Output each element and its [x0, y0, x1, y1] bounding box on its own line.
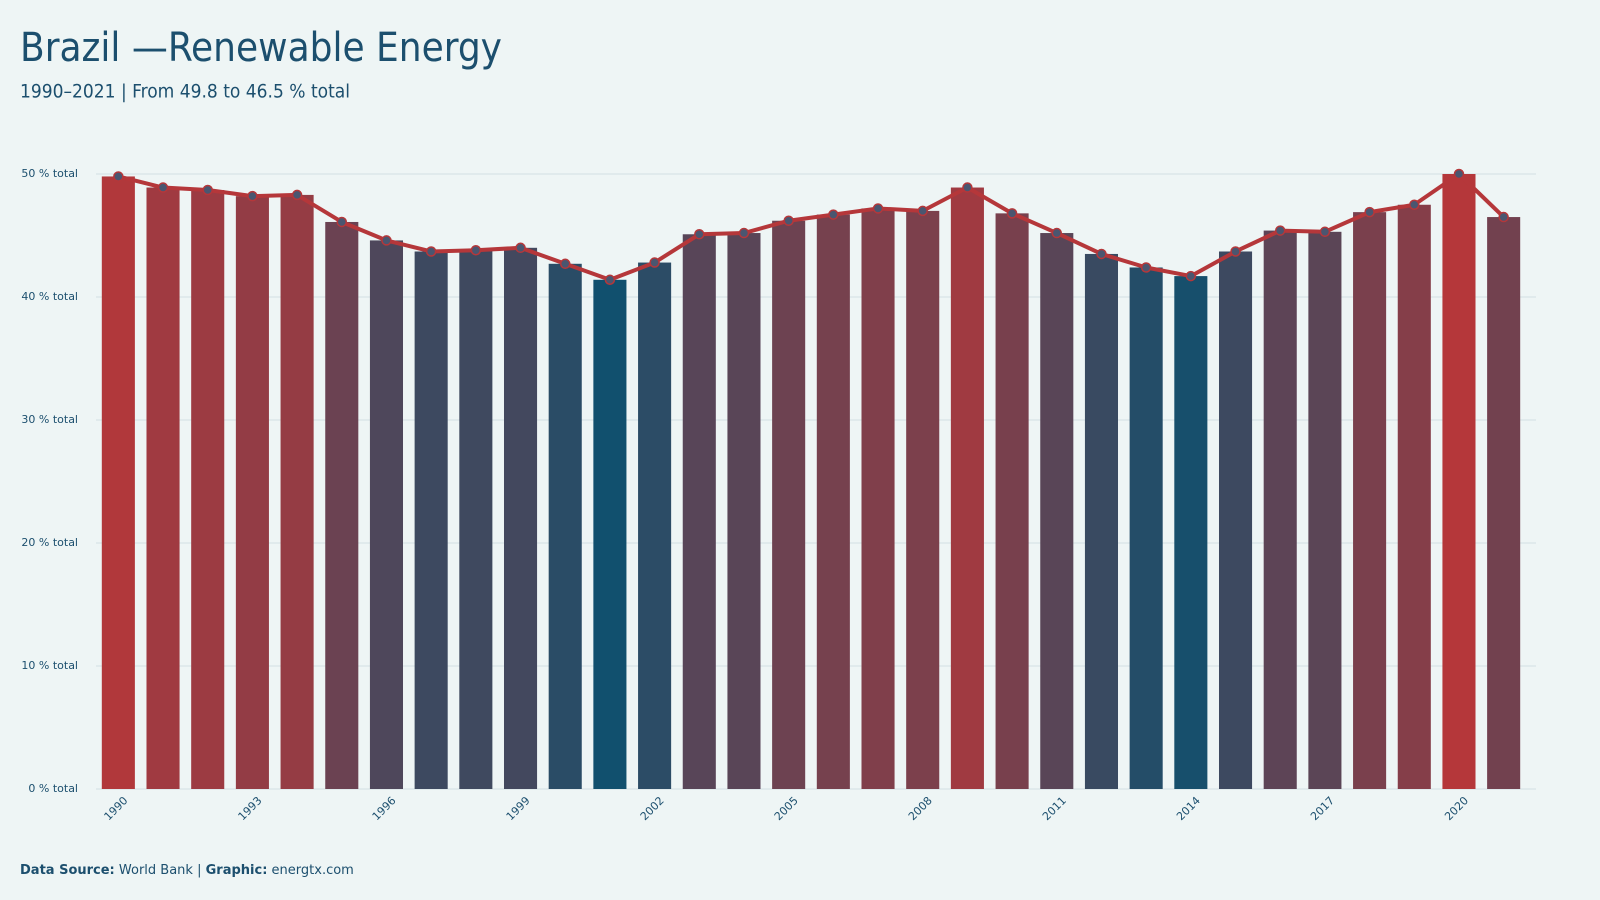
marker	[381, 235, 392, 246]
bar	[727, 233, 761, 790]
y-tick-label: 50 % total	[21, 167, 78, 180]
x-tick-label: 1996	[370, 794, 399, 823]
y-tick-label: 30 % total	[21, 413, 78, 426]
marker	[1230, 246, 1241, 257]
marker	[202, 184, 213, 196]
bar	[1308, 231, 1342, 789]
marker	[917, 205, 928, 217]
bar	[1442, 174, 1476, 789]
bar	[414, 251, 448, 790]
bar	[682, 234, 716, 789]
marker	[157, 182, 169, 193]
graphic-label: Graphic:	[206, 863, 268, 878]
marker	[559, 258, 571, 270]
bar	[1174, 276, 1208, 790]
bar	[548, 263, 582, 789]
bar	[950, 187, 984, 789]
marker	[1453, 168, 1465, 180]
bar	[593, 279, 627, 789]
x-tick-label: 2017	[1308, 794, 1337, 823]
x-tick-label: 1990	[101, 794, 130, 823]
marker	[1364, 206, 1375, 218]
bar	[906, 210, 940, 789]
bar	[1218, 251, 1253, 790]
marker	[291, 189, 303, 201]
graphic: energtx.com	[272, 863, 354, 878]
marker	[1006, 208, 1018, 219]
marker	[872, 203, 884, 214]
bar	[995, 213, 1029, 790]
x-tick-label: 2011	[1040, 794, 1069, 823]
y-tick-label: 0 % total	[28, 782, 78, 795]
x-tick-label: 2014	[1174, 794, 1203, 823]
bar	[1353, 212, 1387, 789]
bar	[1397, 204, 1431, 789]
marker	[649, 257, 660, 268]
bar	[503, 247, 538, 790]
bar	[1487, 217, 1521, 790]
y-tick-label: 20 % total	[21, 536, 78, 549]
marker	[604, 274, 616, 286]
marker	[1274, 225, 1286, 236]
x-tick-label: 1993	[236, 794, 265, 823]
marker	[336, 216, 348, 228]
bar	[772, 220, 806, 790]
marker	[828, 209, 839, 220]
marker	[962, 182, 973, 193]
chart-title: Brazil —Renewable Energy	[20, 25, 502, 71]
line	[117, 172, 1506, 282]
marker	[1051, 227, 1063, 239]
x-tick-label: 1999	[504, 794, 533, 823]
chart-subtitle: 1990–2021 | From 49.8 to 46.5 % total	[20, 81, 350, 103]
bar	[1263, 230, 1297, 789]
bar	[1084, 253, 1119, 789]
marker	[783, 215, 794, 226]
marker	[425, 246, 437, 257]
marker	[738, 227, 750, 239]
y-tick-label: 10 % total	[21, 659, 78, 672]
bar	[191, 189, 225, 790]
marker	[515, 242, 526, 254]
marker	[1096, 248, 1107, 260]
bar	[1129, 267, 1163, 790]
marker	[470, 245, 482, 256]
source-label: Data Source:	[20, 863, 115, 878]
bar	[325, 221, 359, 790]
marker	[1409, 199, 1420, 210]
bar	[146, 187, 180, 789]
marker	[694, 229, 705, 240]
bar	[235, 196, 269, 789]
marker	[247, 190, 258, 202]
marker	[1140, 262, 1152, 273]
bar	[369, 240, 404, 790]
bar	[816, 214, 850, 790]
x-tick-label: 2020	[1442, 794, 1471, 823]
marker	[1498, 211, 1509, 223]
x-tick-label: 2008	[906, 794, 935, 823]
x-tick-label: 2002	[638, 794, 667, 823]
bar	[638, 262, 672, 789]
y-tick-label: 40 % total	[21, 290, 78, 303]
marker	[1319, 226, 1331, 238]
bar	[101, 176, 135, 789]
caption: Data Source: World Bank | Graphic: energ…	[20, 863, 354, 878]
marker	[113, 171, 124, 182]
bar	[280, 194, 314, 789]
separator: |	[197, 863, 201, 878]
x-tick-label: 2005	[772, 794, 801, 823]
bar	[861, 208, 895, 789]
marker	[1185, 270, 1197, 282]
source: World Bank	[119, 863, 194, 878]
bar	[459, 250, 493, 789]
bar	[1040, 233, 1074, 790]
